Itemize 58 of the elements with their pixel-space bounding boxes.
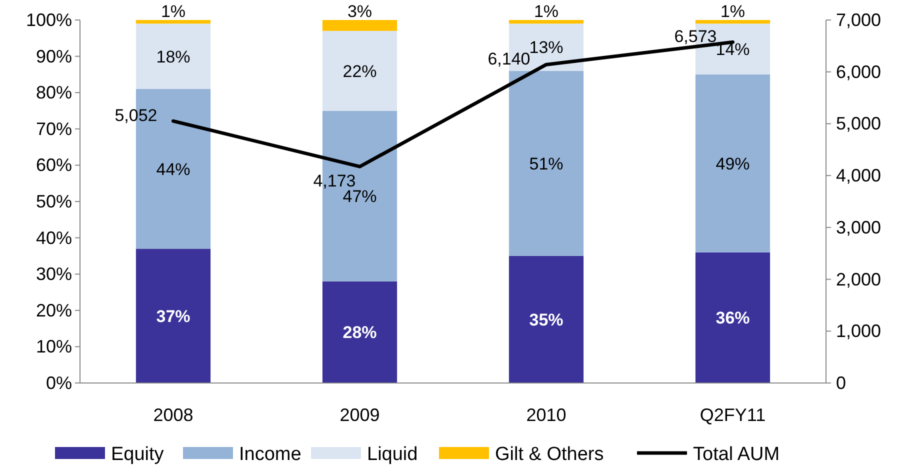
y-tick-label: 70% xyxy=(36,118,72,139)
y-tick-label: 10% xyxy=(36,336,72,357)
y2-tick-label: 7,000 xyxy=(836,10,882,30)
data-label: 35% xyxy=(529,310,564,330)
x-tick-label: 2009 xyxy=(340,405,380,425)
y-tick-label: 100% xyxy=(26,10,72,30)
bar xyxy=(508,20,584,24)
bar xyxy=(322,281,398,383)
data-label: 44% xyxy=(156,160,190,179)
bar xyxy=(695,74,770,252)
bar xyxy=(322,30,398,111)
y-tick-label: 30% xyxy=(36,264,72,284)
y-tick-label: 80% xyxy=(36,82,72,103)
y-tick-label: 0% xyxy=(46,373,72,393)
y2-tick-label: 0 xyxy=(836,373,846,393)
legend-label: Equity xyxy=(111,444,164,465)
bar xyxy=(508,256,584,383)
data-label: 1% xyxy=(720,2,746,21)
data-label: 5,052 xyxy=(114,106,158,126)
data-label: 28% xyxy=(342,323,377,342)
y2-tick-label: 6,000 xyxy=(836,62,882,82)
data-label: 14% xyxy=(716,40,750,60)
data-label: 37% xyxy=(156,306,190,326)
legend-label: Gilt & Others xyxy=(495,444,604,465)
data-label: 13% xyxy=(529,38,564,58)
data-label: 3% xyxy=(347,2,372,21)
data-label: 1% xyxy=(160,2,186,21)
x-tick-label: 2008 xyxy=(153,405,194,425)
y2-tick-label: 1,000 xyxy=(836,321,882,342)
y-tick-label: 20% xyxy=(36,300,72,320)
data-label: 51% xyxy=(529,154,564,174)
bar xyxy=(322,20,398,31)
x-tick-label: Q2FY11 xyxy=(700,405,766,425)
bar xyxy=(695,252,770,383)
data-label: 18% xyxy=(156,47,190,66)
legend-label: Income xyxy=(239,444,302,465)
x-tick-label: 2010 xyxy=(526,405,566,425)
y2-tick-label: 2,000 xyxy=(836,269,882,290)
y-tick-label: 50% xyxy=(36,192,72,212)
bar xyxy=(136,24,211,89)
bar xyxy=(136,248,211,383)
y-tick-label: 90% xyxy=(36,46,72,66)
data-label: 22% xyxy=(342,62,377,81)
bar xyxy=(695,20,770,24)
bar xyxy=(136,20,211,24)
y-tick-label: 40% xyxy=(36,228,72,248)
data-label: 1% xyxy=(534,2,559,21)
data-label: 49% xyxy=(716,154,750,174)
bar xyxy=(508,70,584,256)
data-label: 6,140 xyxy=(488,50,530,69)
data-label: 36% xyxy=(716,308,750,328)
legend-label: Total AUM xyxy=(693,444,780,465)
y-tick-label: 60% xyxy=(36,155,72,176)
y2-tick-label: 3,000 xyxy=(836,217,882,238)
y2-tick-label: 5,000 xyxy=(836,114,882,134)
data-label: 6,573 xyxy=(674,27,717,46)
y2-tick-label: 4,000 xyxy=(836,166,882,186)
legend-label: Liquid xyxy=(367,444,418,465)
